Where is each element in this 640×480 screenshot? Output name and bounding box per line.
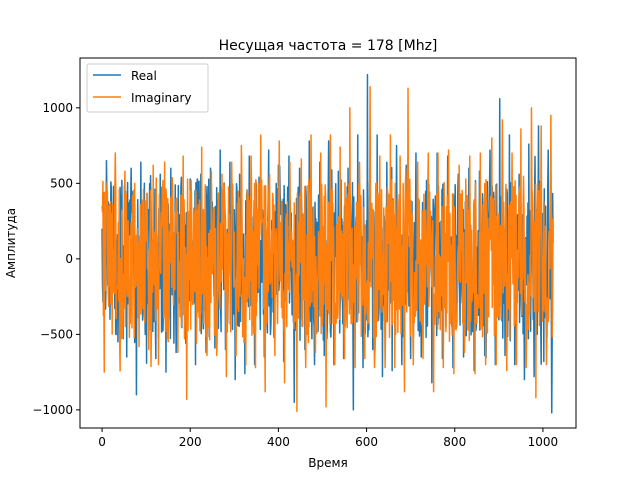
legend-label-imaginary: Imaginary	[131, 91, 192, 105]
legend-frame	[86, 63, 209, 113]
y-axis-label: Амплитуда	[4, 208, 18, 278]
series-line-imaginary	[101, 85, 554, 413]
x-tick-label: 400	[267, 435, 290, 449]
legend-label-real: Real	[131, 69, 157, 83]
x-tick-label: 800	[443, 435, 466, 449]
x-tick-label: 600	[355, 435, 378, 449]
x-axis-label: Время	[308, 456, 348, 470]
y-axis: −1000 −500 0 500 1000	[32, 101, 80, 417]
y-tick-label: −1000	[32, 403, 73, 417]
y-tick-label: −500	[40, 327, 73, 341]
x-tick-label: 1000	[528, 435, 559, 449]
y-tick-label: 500	[50, 176, 73, 190]
chart-title: Несущая частота = 178 [Mhz]	[219, 38, 438, 54]
x-tick-label: 200	[179, 435, 202, 449]
x-tick-label: 0	[98, 435, 106, 449]
plot-area	[79, 57, 577, 429]
y-tick-label: 1000	[42, 101, 73, 115]
legend: Real Imaginary	[86, 63, 209, 113]
y-tick-label: 0	[65, 252, 73, 266]
plot-frame	[79, 57, 577, 429]
x-axis: 0 200 400 600 800 1000	[98, 428, 558, 449]
